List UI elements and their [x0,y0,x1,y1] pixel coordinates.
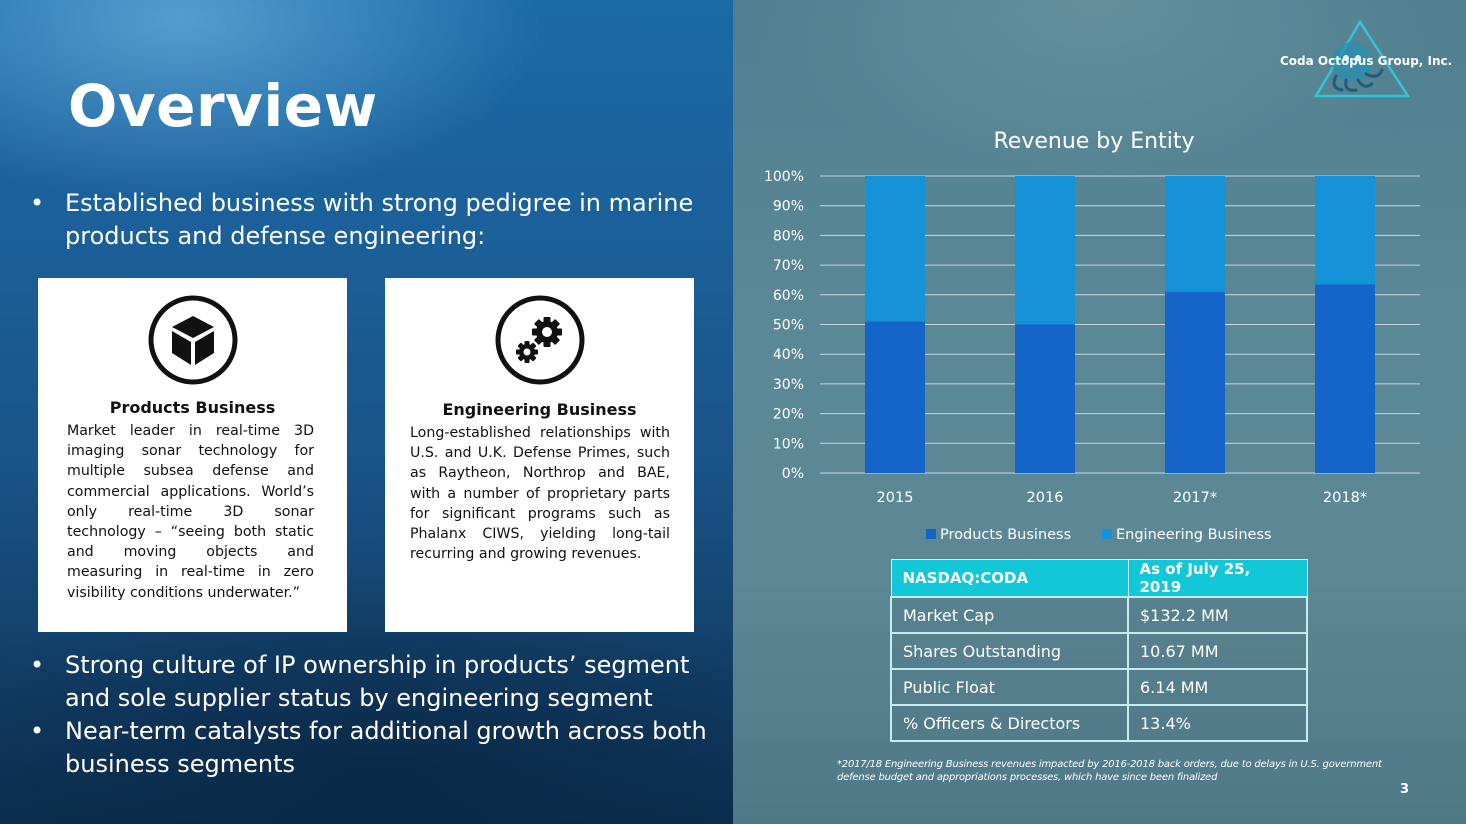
company-logo [1313,19,1411,98]
bullet-ip-ownership-text: Strong culture of IP ownership in produc… [65,651,690,712]
products-business-title: Products Business [109,398,276,417]
page-number: 3 [1400,782,1410,797]
bullet-intro: • Established business with strong pedig… [30,187,710,253]
x-tick-label: 2018* [1323,490,1367,506]
table-cell-value: 10.67 MM [1127,632,1308,670]
bullet-symbol: • [30,189,45,217]
table-row: Shares Outstanding 10.67 MM [890,632,1308,670]
y-tick-label: 80% [773,228,804,244]
y-tick-label: 30% [773,377,804,393]
table-row: % Officers & Directors 13.4% [890,704,1308,742]
legend-label-products: Products Business [940,527,1071,543]
engineering-business-description: Long-established relationships with U.S.… [410,425,670,563]
page-title: Overview [68,72,378,140]
stock-stats-table: NASDAQ:CODA As of July 25, 2019 Market C… [890,559,1308,742]
table-cell-value: $132.2 MM [1127,596,1308,634]
bullet-growth: • Near-term catalysts for additional gro… [30,715,710,781]
y-tick-label: 100% [764,169,804,185]
chart-legend: Products Business Engineering Business [926,527,1272,543]
company-name: Coda Octopus Group, Inc. [1280,54,1453,68]
bar-engineering-2 [1165,176,1225,292]
table-row: Market Cap $132.2 MM [890,596,1308,634]
y-tick-label: 90% [773,199,804,215]
y-tick-label: 60% [773,288,804,304]
bar-engineering-1 [1015,176,1075,325]
revenue-chart: Revenue by Entity 0% 10% 20% 30% 40% 50% 60% 70… [764,129,1420,543]
legend-label-engineering: Engineering Business [1116,527,1272,543]
bar-engineering-0 [865,176,925,322]
y-tick-label: 70% [773,258,804,274]
y-tick-label: 20% [773,407,804,423]
engineering-business-card: Engineering Business Long-established re… [385,278,694,632]
table-cell-label: Shares Outstanding [890,632,1129,670]
products-business-card: Products Business Market leader in real-… [38,278,347,632]
gears-icon [495,295,585,385]
y-tick-label: 10% [773,436,804,452]
bar-products-1 [1015,324,1075,473]
table-header-row: NASDAQ:CODA As of July 25, 2019 [890,559,1308,598]
table-header-date: As of July 25, 2019 [1127,559,1308,598]
bullet-symbol: • [30,651,45,679]
bullet-intro-text: Established business with strong pedigre… [65,189,694,250]
legend-swatch-products [926,529,936,539]
bar-products-2 [1165,291,1225,473]
y-tick-label: 40% [773,347,804,363]
x-tick-label: 2016 [1027,490,1064,506]
y-tick-label: 50% [773,318,804,334]
table-cell-label: % Officers & Directors [890,704,1129,742]
table-header-ticker: NASDAQ:CODA [890,559,1129,598]
table-cell-value: 6.14 MM [1127,668,1308,706]
x-tick-label: 2015 [877,490,914,506]
table-cell-label: Market Cap [890,596,1129,634]
bullet-ip-ownership: • Strong culture of IP ownership in prod… [30,649,710,715]
table-row: Public Float 6.14 MM [890,668,1308,706]
engineering-business-title: Engineering Business [442,400,637,419]
bullet-symbol: • [30,717,45,745]
products-business-description: Market leader in real-time 3D imaging so… [67,423,314,601]
table-cell-value: 13.4% [1127,704,1308,742]
bullet-growth-text: Near-term catalysts for additional growt… [65,717,707,778]
x-tick-label: 2017* [1173,490,1217,506]
legend-swatch-engineering [1102,529,1112,539]
cube-icon [148,295,238,385]
chart-title: Revenue by Entity [993,129,1194,154]
bar-products-3 [1315,284,1375,473]
footnote: *2017/18 Engineering Business revenues i… [837,759,1382,783]
bar-products-0 [865,321,925,473]
table-cell-label: Public Float [890,668,1129,706]
y-tick-label: 0% [782,466,804,482]
bar-engineering-3 [1315,176,1375,285]
